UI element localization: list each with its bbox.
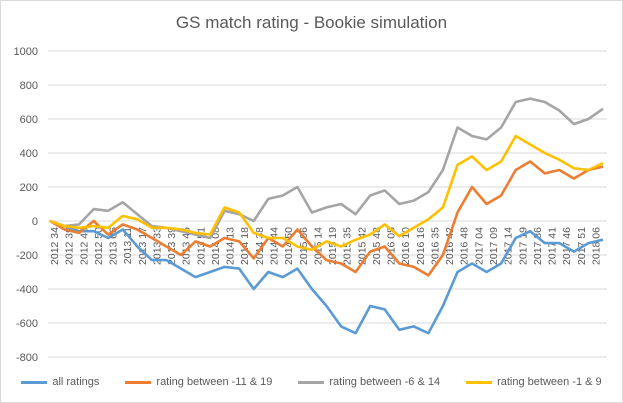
legend-label: all ratings bbox=[52, 376, 100, 388]
series-line-0 bbox=[49, 219, 604, 335]
legend: all ratings rating between -11 & 19 rating… bbox=[1, 376, 622, 388]
x-tick-label: 2014 18 bbox=[239, 227, 251, 265]
x-tick-label: 2016 16 bbox=[415, 227, 427, 265]
x-tick-label: 2013 45 bbox=[181, 227, 193, 265]
x-tick-label: 2018 06 bbox=[590, 227, 602, 265]
x-tick-label: 2016 35 bbox=[429, 227, 441, 265]
y-tick-label: -400 bbox=[16, 284, 38, 296]
x-tick-label: 2012 34 bbox=[49, 227, 61, 265]
y-tick-label: -800 bbox=[16, 352, 38, 364]
x-tick-label: 2015 06 bbox=[298, 227, 310, 265]
legend-label: rating between -1 & 9 bbox=[497, 376, 602, 388]
y-tick-label: 1000 bbox=[14, 46, 38, 58]
y-tick-label: 200 bbox=[20, 182, 38, 194]
x-tick-label: 2017 41 bbox=[547, 227, 559, 265]
legend-swatch bbox=[125, 380, 152, 384]
y-tick-label: -600 bbox=[16, 318, 38, 330]
y-tick-label: -200 bbox=[16, 250, 38, 262]
x-tick-label: 2016 42 bbox=[444, 227, 456, 265]
x-tick-label: 2015 35 bbox=[342, 227, 354, 265]
x-tick-label: 2014 13 bbox=[225, 227, 237, 265]
x-tick-label: 2016 10 bbox=[400, 227, 412, 265]
x-tick-label: 2012 39 bbox=[64, 227, 76, 265]
x-tick-label: 2017 46 bbox=[561, 227, 573, 265]
x-tick-label: 2015 42 bbox=[356, 227, 368, 265]
legend-item: all ratings bbox=[21, 376, 99, 388]
x-tick-label: 2013 11 bbox=[122, 227, 134, 264]
x-tick-label: 2017 04 bbox=[473, 227, 485, 265]
x-tick-label: 2017 09 bbox=[488, 227, 500, 265]
x-tick-label: 2015 48 bbox=[371, 227, 383, 265]
x-tick-label: 2016 05 bbox=[386, 227, 398, 265]
x-tick-label: 2015 19 bbox=[327, 227, 339, 265]
series-line-1 bbox=[49, 160, 604, 277]
y-tick-label: 800 bbox=[20, 80, 38, 92]
y-tick-label: 600 bbox=[20, 114, 38, 126]
y-tick-label: 0 bbox=[32, 216, 38, 228]
x-tick-label: 2013 39 bbox=[166, 227, 178, 265]
legend-item: rating between -11 & 19 bbox=[125, 376, 272, 388]
legend-item: rating between -1 & 9 bbox=[466, 376, 602, 388]
x-tick-label: 2014 44 bbox=[269, 227, 281, 265]
x-tick-label: 2012 45 bbox=[78, 227, 90, 265]
legend-label: rating between -11 & 19 bbox=[156, 376, 273, 388]
legend-swatch bbox=[298, 380, 325, 384]
series-line-2 bbox=[49, 97, 604, 240]
x-tick-label: 2016 48 bbox=[459, 227, 471, 265]
y-tick-label: 400 bbox=[20, 148, 38, 160]
legend-item: rating between -6 & 14 bbox=[298, 376, 440, 388]
x-tick-label: 2013 33 bbox=[151, 227, 163, 265]
legend-swatch bbox=[466, 380, 493, 384]
chart-title: GS match rating - Bookie simulation bbox=[175, 13, 448, 32]
series-line-3 bbox=[49, 134, 604, 252]
legend-label: rating between -6 & 14 bbox=[329, 376, 441, 388]
legend-swatch bbox=[21, 380, 48, 384]
x-tick-label: 2014 08 bbox=[210, 227, 222, 265]
